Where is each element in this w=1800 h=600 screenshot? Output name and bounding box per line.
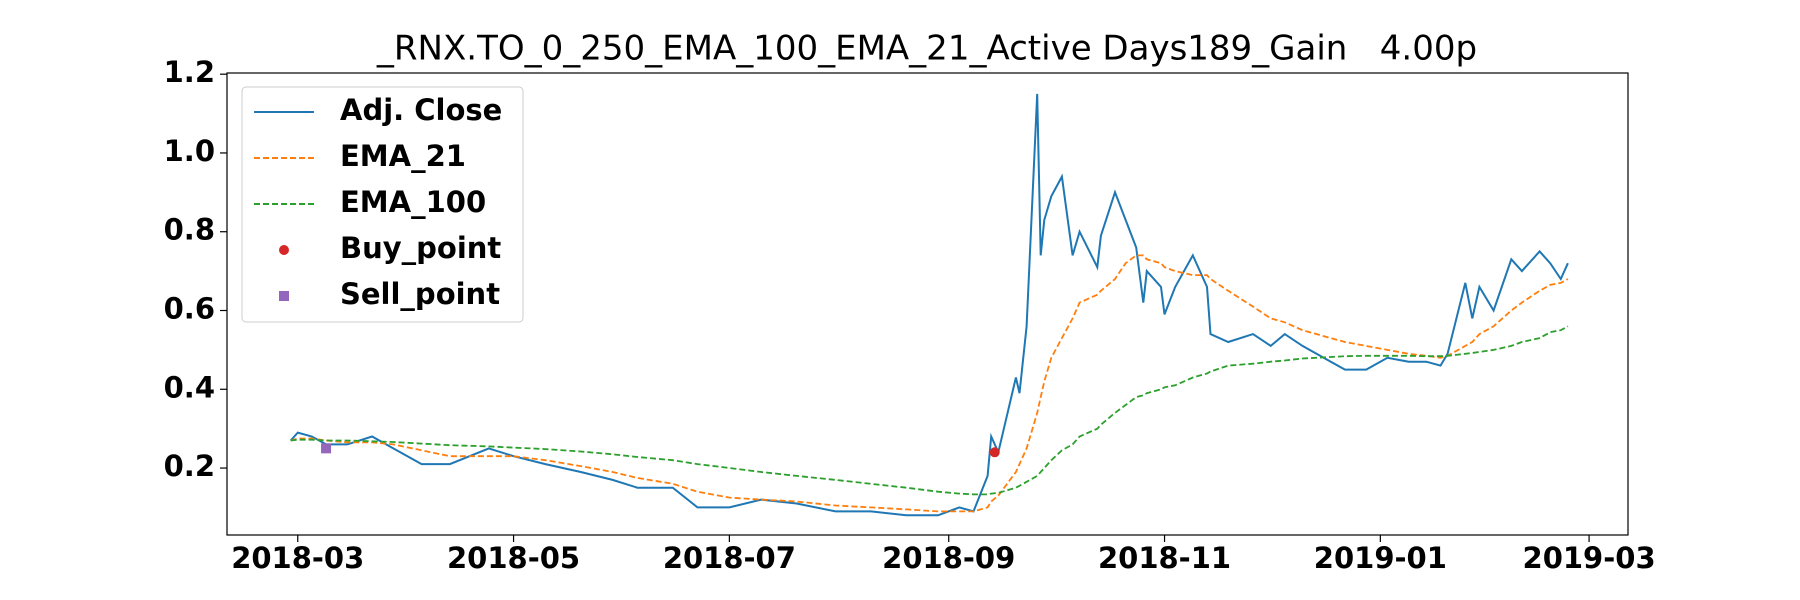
legend-item: Buy_point (279, 231, 501, 265)
legend-swatch (279, 291, 289, 301)
x-tick-label: 2018-03 (231, 541, 364, 575)
legend-label: Buy_point (340, 231, 501, 265)
sell-point (321, 443, 332, 454)
legend-item: Adj. Close (254, 93, 502, 127)
y-tick-label: 1.2 (164, 55, 215, 89)
y-tick-label: 1.0 (164, 134, 215, 168)
y-tick-label: 0.4 (164, 370, 215, 404)
y-tick-label: 0.2 (164, 449, 215, 483)
x-tick-label: 2018-11 (1098, 541, 1231, 575)
x-tick-label: 2018-09 (882, 541, 1015, 575)
legend-label: EMA_100 (340, 185, 486, 219)
series-line (290, 325, 1569, 496)
legend: Adj. Close EMA_21 EMA_100 Buy_point Sell_poi… (241, 86, 524, 323)
chart-title: _RNX.TO_0_250_EMA_100_EMA_21_Active Days… (376, 29, 1477, 69)
series-line (289, 93, 1569, 517)
plot-area (226, 72, 1629, 536)
y-tick-label: 0.6 (164, 291, 215, 325)
legend-item: EMA_21 (254, 139, 466, 173)
y-tick-label: 0.8 (164, 213, 215, 247)
legend-label: Sell_point (340, 277, 500, 311)
x-tick-label: 2018-05 (447, 541, 580, 575)
series-line (290, 254, 1569, 513)
x-tick-label: 2018-07 (663, 541, 796, 575)
legend-label: EMA_21 (340, 139, 466, 173)
x-tick-label: 2019-03 (1523, 541, 1656, 575)
legend-swatch (279, 245, 289, 255)
x-tick-label: 2019-01 (1314, 541, 1447, 575)
legend-label: Adj. Close (340, 93, 502, 127)
legend-item: Sell_point (279, 277, 500, 311)
legend-item: EMA_100 (254, 185, 486, 219)
legend-box (241, 86, 524, 323)
buy-point (989, 447, 1000, 458)
